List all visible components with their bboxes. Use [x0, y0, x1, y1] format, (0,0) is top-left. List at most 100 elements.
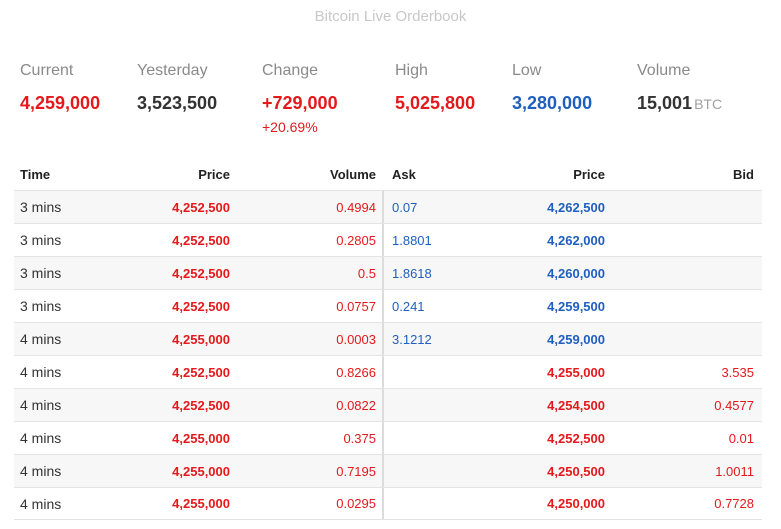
stat-low: Low 3,280,000	[512, 60, 592, 115]
table-row: 3 mins 4,252,500 0.2805 1.8801 4,262,000	[14, 223, 762, 256]
stat-high-label: High	[395, 62, 428, 79]
table-row: 3 mins 4,252,500 0.4994 0.07 4,262,500	[14, 190, 762, 223]
ask-amount: 0.07	[392, 199, 418, 215]
trade-price: 4,255,000	[172, 331, 230, 347]
table-row: 4 mins 4,252,500 0.0822 4,254,500 0.4577	[14, 388, 762, 421]
column-divider	[382, 257, 384, 289]
order-price: 4,259,000	[547, 331, 605, 347]
orderbook-header: Time Price Volume Ask Price Bid	[14, 159, 762, 190]
stat-change-label: Change	[262, 62, 319, 79]
order-price: 4,262,000	[547, 232, 605, 248]
stat-low-value: 3,280,000	[512, 93, 593, 113]
table-row: 4 mins 4,255,000 0.0003 3.1212 4,259,000	[14, 322, 762, 355]
header-bid: Bid	[733, 167, 754, 182]
table-row: 4 mins 4,255,000 0.7195 4,250,500 1.0011	[14, 454, 762, 487]
trade-price: 4,255,000	[172, 496, 230, 511]
table-row: 4 mins 4,252,500 0.8266 4,255,000 3.535	[14, 355, 762, 388]
trade-volume: 0.0757	[336, 298, 376, 314]
stat-volume-value: 15,001 BTC	[637, 91, 722, 115]
order-price: 4,250,500	[547, 463, 605, 479]
trade-time: 4 mins	[20, 364, 62, 380]
trade-volume: 0.4994	[336, 199, 376, 215]
bid-amount: 0.7728	[714, 496, 754, 511]
trade-price: 4,252,500	[172, 364, 230, 380]
header-trade-price: Price	[198, 167, 230, 182]
bid-amount: 1.0011	[715, 463, 754, 479]
column-divider	[382, 290, 384, 322]
stat-current-label: Current	[20, 62, 74, 79]
stat-volume-unit: BTC	[694, 96, 723, 112]
order-price: 4,262,500	[547, 199, 605, 215]
trade-volume: 0.0003	[336, 331, 376, 347]
ask-amount: 1.8801	[392, 232, 432, 248]
order-price: 4,254,500	[547, 397, 605, 413]
order-price: 4,260,000	[547, 265, 605, 281]
trade-time: 4 mins	[20, 463, 62, 479]
stat-current: Current 4,259,000	[20, 60, 100, 115]
trade-price: 4,252,500	[172, 298, 230, 314]
stat-yesterday-label: Yesterday	[137, 62, 208, 79]
trade-price: 4,252,500	[172, 397, 230, 413]
stat-change-value: +729,000	[262, 93, 338, 113]
stat-current-value: 4,259,000	[20, 93, 101, 113]
column-divider	[382, 191, 384, 223]
trade-volume: 0.0822	[336, 397, 376, 413]
page-title: Bitcoin Live Orderbook	[314, 8, 467, 25]
stat-yesterday: Yesterday 3,523,500	[137, 60, 217, 115]
bid-amount: 0.4577	[714, 397, 754, 413]
ask-amount: 1.8618	[392, 265, 432, 281]
column-divider	[382, 323, 384, 355]
trade-time: 4 mins	[20, 331, 62, 347]
trade-volume: 0.2805	[336, 232, 376, 248]
trade-volume: 0.7195	[336, 463, 376, 479]
stat-volume: Volume 15,001 BTC	[637, 60, 722, 115]
stat-change-percent: +20.69%	[262, 119, 318, 135]
trade-time: 3 mins	[20, 298, 62, 314]
trade-volume: 0.375	[343, 430, 376, 446]
stat-high-value: 5,025,800	[395, 93, 476, 113]
stat-yesterday-value: 3,523,500	[137, 93, 218, 113]
header-ask: Ask	[392, 167, 416, 182]
stats-panel: Current 4,259,000 Yesterday 3,523,500 Ch…	[20, 60, 780, 140]
stat-change: Change +729,000 +20.69%	[262, 60, 338, 135]
header-time: Time	[20, 167, 51, 182]
trade-price: 4,255,000	[172, 463, 230, 479]
bid-amount: 0.01	[728, 430, 754, 446]
trade-volume: 0.0295	[336, 496, 376, 511]
trade-price: 4,252,500	[172, 232, 230, 248]
order-price: 4,255,000	[547, 364, 605, 380]
stat-low-label: Low	[512, 62, 542, 79]
table-row: 4 mins 4,255,000 0.0295 4,250,000 0.7728	[14, 487, 762, 520]
column-divider	[382, 389, 384, 421]
column-divider	[382, 422, 384, 454]
header-order-price: Price	[573, 167, 605, 182]
trade-volume: 0.5	[357, 265, 376, 281]
trade-time: 3 mins	[20, 199, 62, 215]
table-row: 3 mins 4,252,500 0.0757 0.241 4,259,500	[14, 289, 762, 322]
trade-time: 4 mins	[20, 397, 62, 413]
table-row: 4 mins 4,255,000 0.375 4,252,500 0.01	[14, 421, 762, 454]
column-divider	[382, 356, 384, 388]
orderbook-table: Time Price Volume Ask Price Bid 3 mins 4,…	[14, 159, 762, 520]
trade-time: 4 mins	[20, 495, 62, 512]
orderbook-rows: 3 mins 4,252,500 0.4994 0.07 4,262,500 3 mins…	[14, 190, 762, 520]
table-row: 3 mins 4,252,500 0.5 1.8618 4,260,000	[14, 256, 762, 289]
column-divider	[382, 455, 384, 487]
order-price: 4,250,000	[547, 496, 605, 511]
stat-volume-label: Volume	[637, 62, 691, 79]
column-divider	[382, 488, 384, 519]
stat-high: High 5,025,800	[395, 60, 475, 115]
trade-time: 4 mins	[20, 430, 62, 446]
trade-price: 4,252,500	[172, 199, 230, 215]
stat-volume-number: 15,001	[637, 93, 693, 113]
bid-amount: 3.535	[721, 364, 754, 380]
header-volume: Volume	[330, 167, 376, 182]
trade-time: 3 mins	[20, 265, 62, 281]
trade-price: 4,252,500	[172, 265, 230, 281]
trade-time: 3 mins	[20, 232, 62, 248]
trade-volume: 0.8266	[336, 364, 376, 380]
column-divider	[382, 224, 384, 256]
order-price: 4,259,500	[547, 298, 605, 314]
ask-amount: 3.1212	[392, 331, 432, 347]
ask-amount: 0.241	[392, 298, 425, 314]
